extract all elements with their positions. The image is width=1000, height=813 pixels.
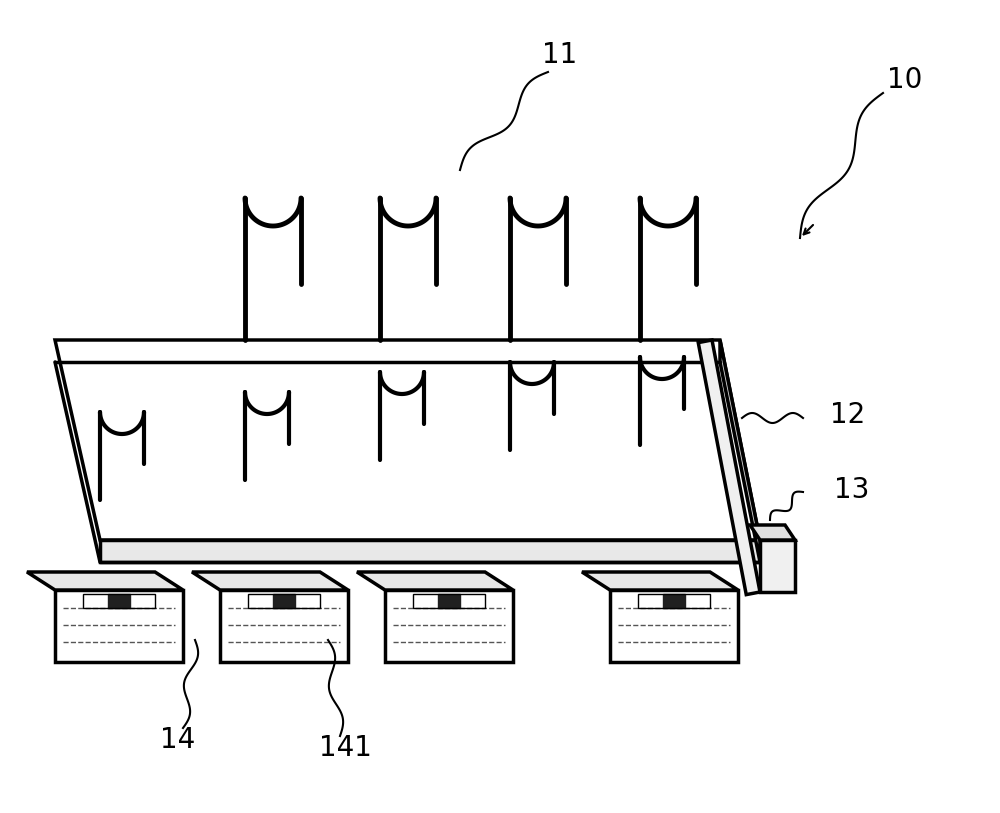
Polygon shape [55,340,760,540]
Polygon shape [108,594,130,608]
Text: 11: 11 [542,41,578,69]
Text: 141: 141 [319,734,371,762]
Polygon shape [760,540,795,592]
Polygon shape [385,590,513,662]
Polygon shape [55,590,183,662]
Polygon shape [357,572,513,590]
Polygon shape [438,594,460,608]
Text: 14: 14 [160,726,196,754]
Polygon shape [610,590,738,662]
Polygon shape [698,340,760,594]
Polygon shape [750,525,795,540]
Text: 12: 12 [830,401,866,429]
Polygon shape [273,594,295,608]
Polygon shape [720,340,760,562]
Polygon shape [663,594,685,608]
Polygon shape [100,540,760,562]
Polygon shape [582,572,738,590]
Polygon shape [192,572,348,590]
Polygon shape [27,572,183,590]
Text: 13: 13 [834,476,870,504]
Text: 10: 10 [887,66,923,94]
Polygon shape [220,590,348,662]
